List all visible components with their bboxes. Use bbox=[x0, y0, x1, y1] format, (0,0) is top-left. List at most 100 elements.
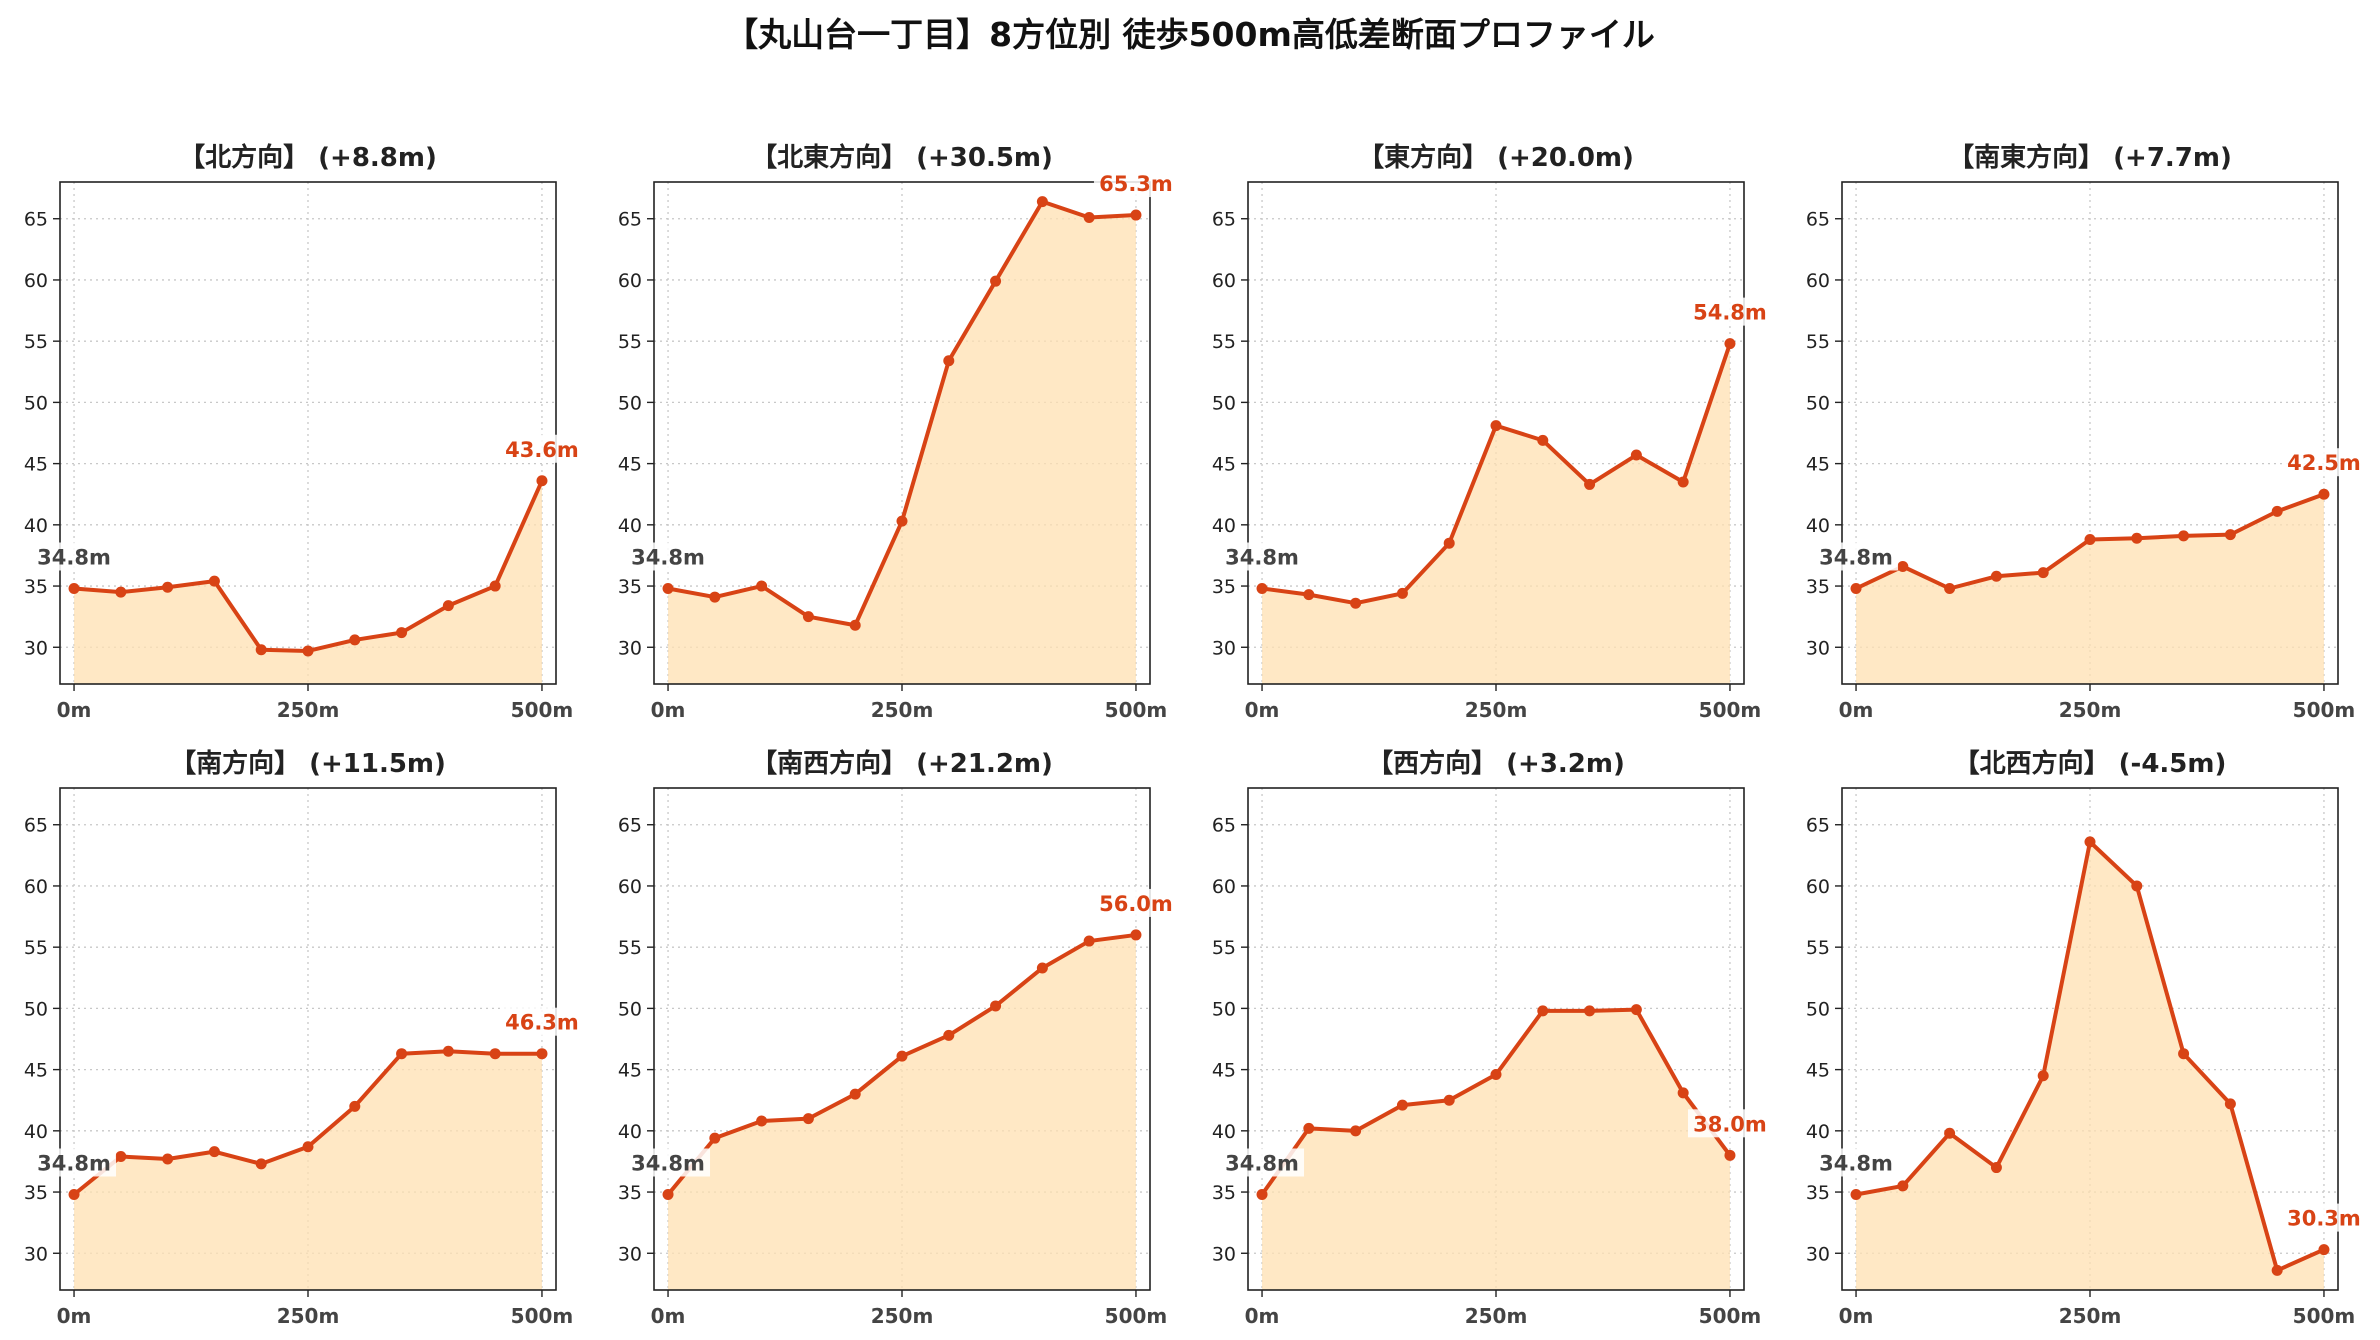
end-value-label: 54.8m bbox=[1693, 301, 1767, 325]
y-tick-label: 50 bbox=[1806, 998, 1830, 1020]
x-tick-label: 250m bbox=[2059, 1304, 2122, 1328]
y-tick-label: 40 bbox=[618, 515, 642, 537]
panel-7: 【北西方向】 (-4.5m) 30 35 40 45 50 55 60 65 0m 250m 500m… bbox=[1806, 748, 2366, 1328]
y-tick-label: 65 bbox=[24, 209, 48, 231]
data-point bbox=[1630, 1004, 1642, 1016]
y-tick-label: 40 bbox=[1212, 1121, 1236, 1143]
y-tick-label: 30 bbox=[618, 1243, 642, 1265]
area-fill bbox=[1856, 841, 2324, 1290]
data-point bbox=[1083, 935, 1095, 947]
panel-3: 【南東方向】 (+7.7m) 30 35 40 45 50 55 60 65 0m 250m 500m… bbox=[1806, 142, 2366, 722]
y-tick-label: 50 bbox=[1806, 392, 1830, 414]
y-tick-label: 40 bbox=[24, 1121, 48, 1143]
x-tick-label: 0m bbox=[57, 698, 92, 722]
data-point bbox=[1724, 338, 1736, 350]
data-point bbox=[442, 600, 454, 612]
data-point bbox=[2224, 529, 2236, 541]
data-point bbox=[2178, 1048, 2190, 1060]
start-value-label: 34.8m bbox=[1225, 1151, 1299, 1175]
start-value-label: 34.8m bbox=[1819, 545, 1893, 569]
data-point bbox=[943, 1029, 955, 1041]
data-point bbox=[802, 611, 814, 623]
y-tick-label: 60 bbox=[1806, 270, 1830, 292]
panel-6: 【西方向】 (+3.2m) 30 35 40 45 50 55 60 65 0m 250m 500m 3… bbox=[1212, 748, 1772, 1328]
data-point bbox=[849, 619, 861, 631]
data-point bbox=[208, 1146, 220, 1158]
x-tick-label: 500m bbox=[1699, 1304, 1762, 1328]
data-point bbox=[1630, 449, 1642, 461]
data-point bbox=[489, 580, 501, 592]
end-value-label: 43.6m bbox=[505, 438, 579, 462]
data-point bbox=[442, 1045, 454, 1057]
data-point bbox=[662, 582, 674, 594]
start-value-label: 34.8m bbox=[37, 1151, 111, 1175]
data-point bbox=[2318, 1244, 2330, 1256]
area-fill bbox=[1262, 1009, 1730, 1290]
data-point bbox=[162, 1153, 174, 1165]
panel-0: 【北方向】 (+8.8m) 30 35 40 45 50 55 60 65 0m 250m 500m 3… bbox=[24, 142, 584, 722]
data-point bbox=[2131, 532, 2143, 544]
panel-title: 【南西方向】 (+21.2m) bbox=[751, 748, 1053, 779]
x-tick-label: 0m bbox=[651, 698, 686, 722]
y-tick-label: 50 bbox=[24, 392, 48, 414]
y-tick-label: 40 bbox=[24, 515, 48, 537]
end-label-bg bbox=[499, 434, 584, 463]
panel-1: 【北東方向】 (+30.5m) 30 35 40 45 50 55 60 65 0m 250m 500… bbox=[618, 142, 1178, 722]
x-tick-label: 250m bbox=[277, 698, 340, 722]
panel-title: 【西方向】 (+3.2m) bbox=[1367, 748, 1625, 779]
data-point bbox=[1944, 582, 1956, 594]
x-tick-label: 0m bbox=[1245, 698, 1280, 722]
data-point bbox=[255, 1158, 267, 1170]
x-tick-label: 250m bbox=[277, 1304, 340, 1328]
end-value-label: 56.0m bbox=[1099, 892, 1173, 916]
y-tick-label: 50 bbox=[618, 392, 642, 414]
x-tick-label: 500m bbox=[2293, 698, 2356, 722]
y-tick-label: 50 bbox=[618, 998, 642, 1020]
y-tick-label: 40 bbox=[1212, 515, 1236, 537]
end-label-bg bbox=[1093, 888, 1178, 917]
data-point bbox=[990, 275, 1002, 287]
y-tick-label: 45 bbox=[1212, 454, 1236, 476]
y-tick-label: 40 bbox=[618, 1121, 642, 1143]
end-label-bg bbox=[2281, 1203, 2366, 1232]
data-point bbox=[162, 581, 174, 593]
data-point bbox=[1303, 1122, 1315, 1134]
data-point bbox=[2271, 505, 2283, 517]
y-tick-label: 45 bbox=[618, 454, 642, 476]
data-point bbox=[2037, 1070, 2049, 1082]
data-point bbox=[208, 575, 220, 587]
data-point bbox=[802, 1113, 814, 1125]
y-tick-label: 55 bbox=[24, 331, 48, 353]
data-point bbox=[1724, 1149, 1736, 1161]
data-point bbox=[349, 634, 361, 646]
start-label-bg bbox=[1814, 1148, 1899, 1177]
y-tick-label: 30 bbox=[1212, 1243, 1236, 1265]
x-tick-label: 500m bbox=[1105, 698, 1168, 722]
y-tick-label: 55 bbox=[24, 937, 48, 959]
data-point bbox=[1537, 434, 1549, 446]
data-point bbox=[1850, 582, 1862, 594]
start-value-label: 34.8m bbox=[631, 545, 705, 569]
panel-5: 【南西方向】 (+21.2m) 30 35 40 45 50 55 60 65 0m 250m 500… bbox=[618, 748, 1178, 1328]
data-point bbox=[1443, 1094, 1455, 1106]
data-point bbox=[1850, 1188, 1862, 1200]
area-fill bbox=[668, 201, 1136, 684]
data-point bbox=[662, 1188, 674, 1200]
data-point bbox=[1677, 476, 1689, 488]
y-tick-label: 55 bbox=[1212, 937, 1236, 959]
data-point bbox=[2318, 488, 2330, 500]
y-tick-label: 50 bbox=[1212, 998, 1236, 1020]
y-tick-label: 65 bbox=[1806, 815, 1830, 837]
y-tick-label: 65 bbox=[618, 209, 642, 231]
data-point bbox=[2131, 880, 2143, 892]
area-fill bbox=[74, 480, 542, 684]
y-tick-label: 35 bbox=[24, 1182, 48, 1204]
data-point bbox=[1083, 212, 1095, 224]
x-tick-label: 250m bbox=[871, 1304, 934, 1328]
x-tick-label: 500m bbox=[511, 698, 574, 722]
data-point bbox=[1443, 537, 1455, 549]
x-tick-label: 500m bbox=[511, 1304, 574, 1328]
y-tick-label: 60 bbox=[24, 270, 48, 292]
y-tick-label: 45 bbox=[1806, 454, 1830, 476]
y-tick-label: 50 bbox=[24, 998, 48, 1020]
